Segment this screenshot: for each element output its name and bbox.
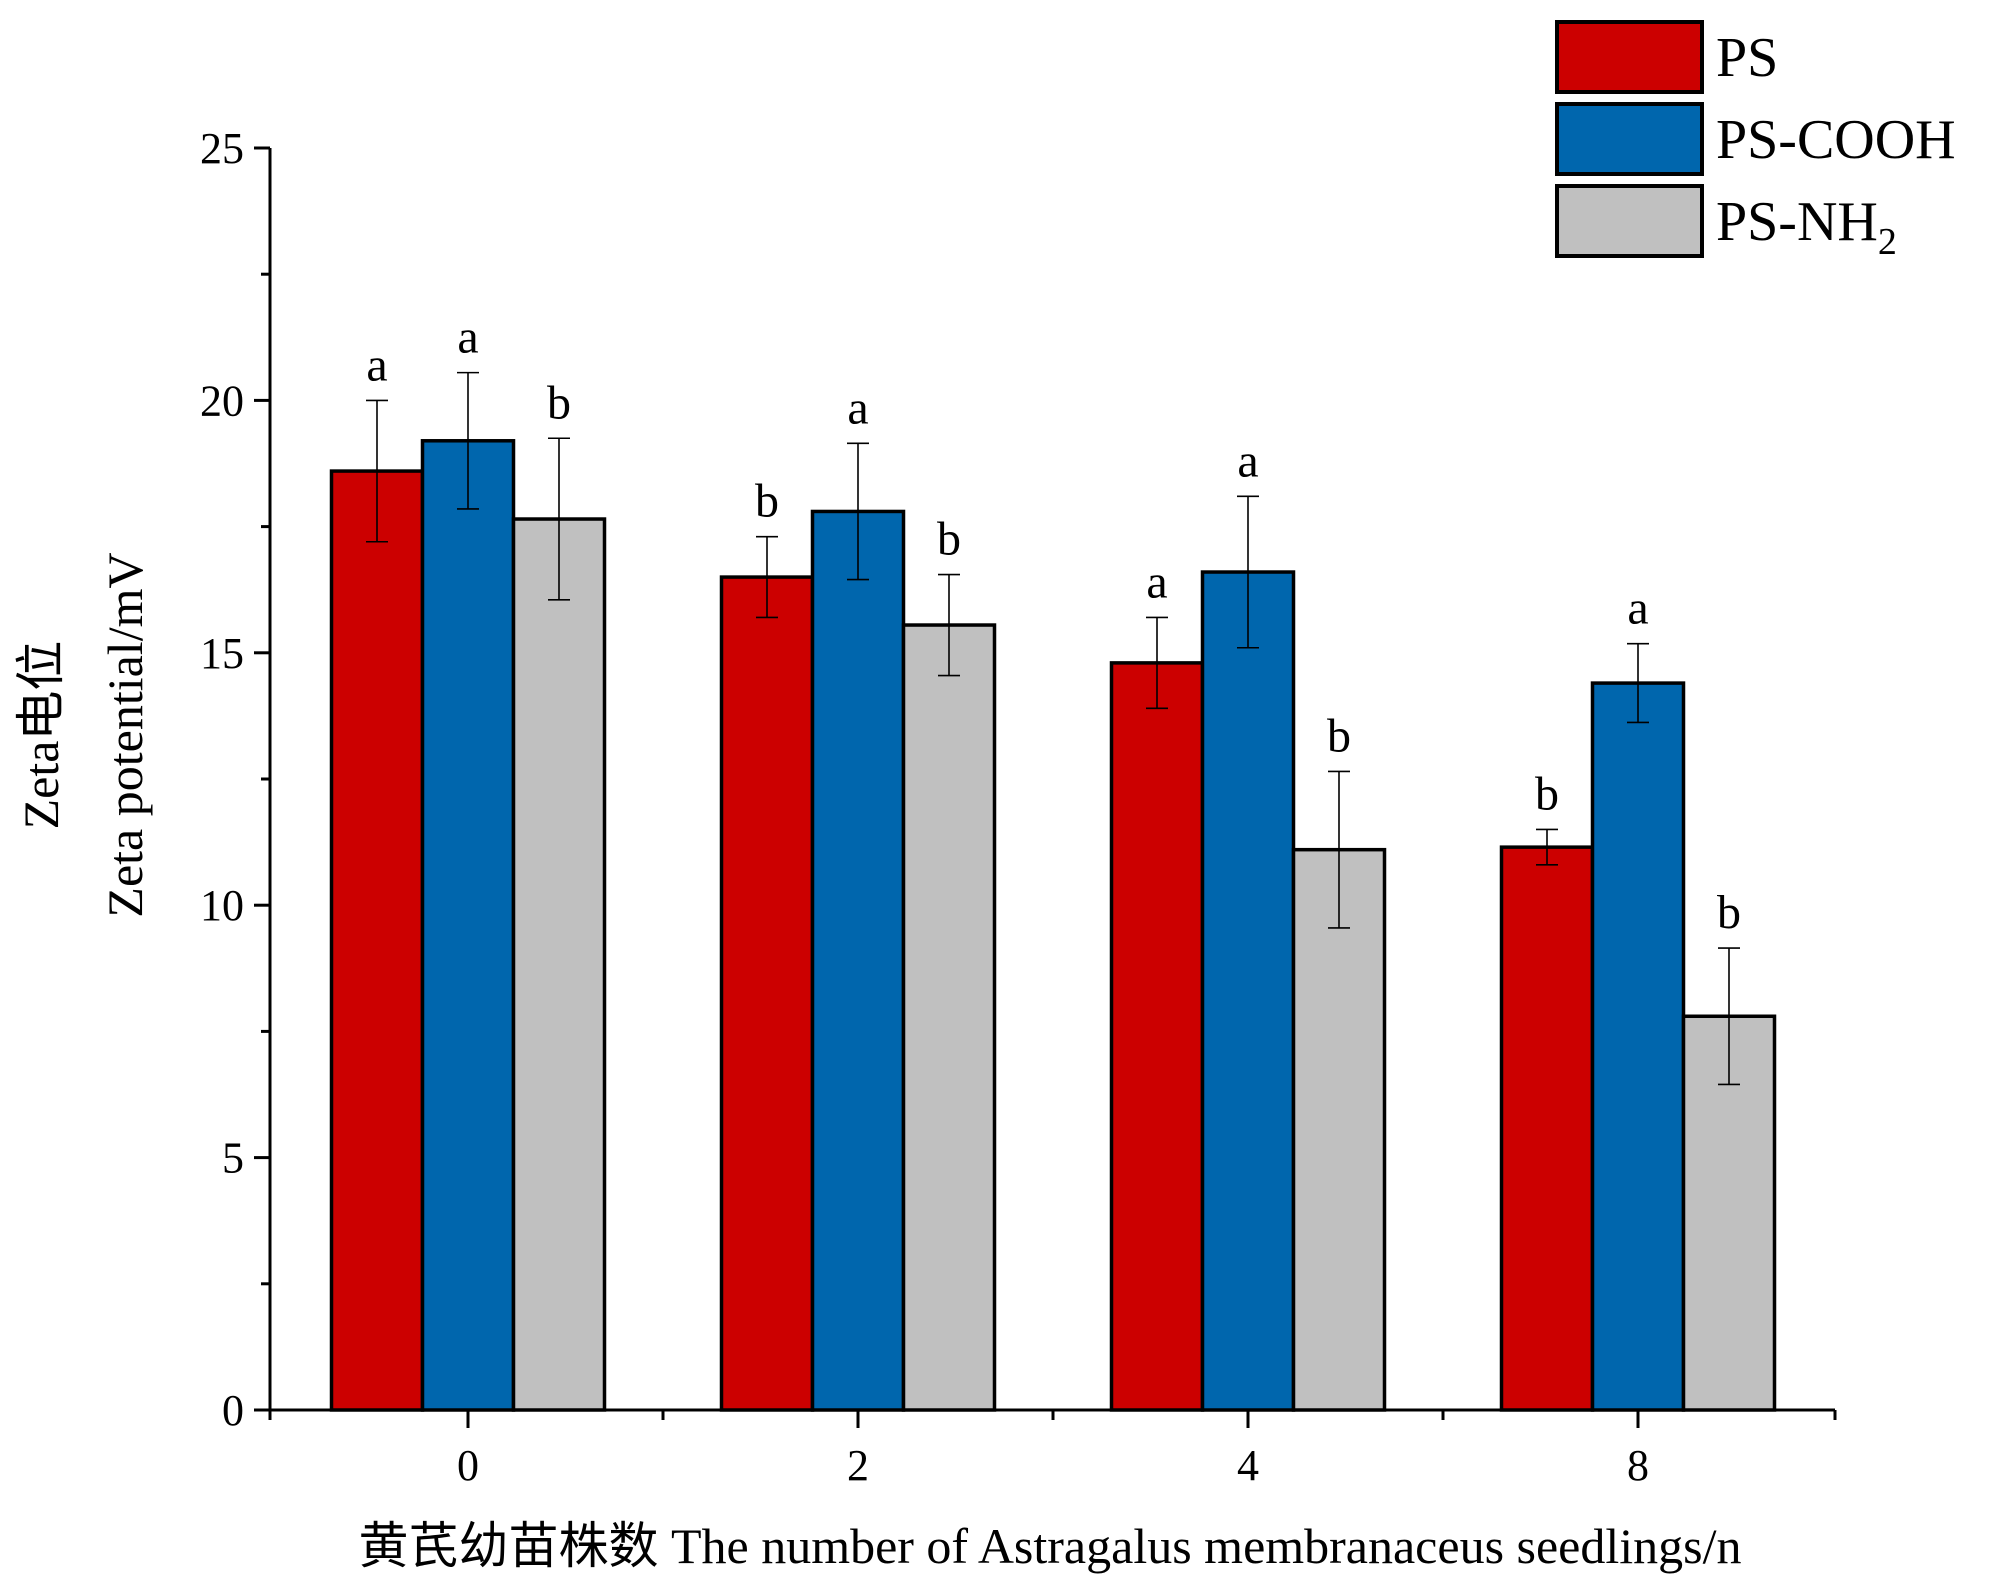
error-bars-layer — [366, 371, 1740, 1086]
bar-ps-nh-2 — [901, 623, 997, 1412]
x-ticks: 0 2 4 8 — [268, 1410, 1837, 1490]
significance-letters-layer: a b a b a a a a b b b b — [366, 311, 1741, 939]
error-bar — [1328, 770, 1350, 929]
bar-ps-cooh-2 — [810, 509, 906, 1412]
significance-letter: a — [1146, 555, 1167, 608]
error-bar — [1718, 947, 1740, 1086]
bars-layer — [329, 439, 1777, 1412]
significance-letter: b — [937, 513, 961, 566]
y-axis-title-cn: Zeta电位 — [13, 641, 69, 830]
y-tick-label: 10 — [200, 881, 244, 930]
x-tick-label: 8 — [1627, 1441, 1649, 1490]
significance-letter: b — [1535, 767, 1559, 820]
significance-letter: a — [1237, 434, 1258, 487]
y-tick-label: 15 — [200, 629, 244, 678]
legend-item: PS-COOH — [1555, 102, 1956, 176]
legend-swatch — [1555, 102, 1704, 176]
significance-letter: a — [457, 311, 478, 364]
bar-ps-cooh-0 — [420, 439, 516, 1412]
significance-letter: a — [366, 338, 387, 391]
x-axis-title: 黄芪幼苗株数 The number of Astragalus membrana… — [358, 1518, 1741, 1574]
bar-ps-cooh-8 — [1590, 681, 1686, 1412]
significance-letter: a — [847, 381, 868, 434]
error-bar — [1627, 642, 1649, 724]
error-bar — [1146, 616, 1168, 710]
legend-swatch — [1555, 20, 1704, 94]
bar-ps-8 — [1499, 845, 1595, 1412]
y-tick-label: 20 — [200, 376, 244, 425]
significance-letter: b — [1717, 886, 1741, 939]
y-tick-label: 0 — [222, 1386, 244, 1435]
significance-letter: b — [1327, 709, 1351, 762]
x-tick-label: 2 — [847, 1441, 869, 1490]
error-bar — [847, 442, 869, 581]
legend-item: PS-NH2 — [1555, 184, 1897, 263]
x-tick-label: 0 — [457, 1441, 479, 1490]
bar-ps-cooh-4 — [1200, 570, 1296, 1412]
y-axis-title-en: Zeta potential/mV — [97, 552, 153, 917]
legend-item: PS — [1555, 20, 1778, 94]
error-bar — [1536, 828, 1558, 866]
y-tick-label: 5 — [222, 1134, 244, 1183]
bar-ps-2 — [719, 575, 815, 1412]
error-bar — [548, 437, 570, 601]
legend-label: PS — [1716, 27, 1778, 89]
error-bar — [756, 535, 778, 619]
legend: PS PS-COOH PS-NH2 — [1555, 20, 1956, 263]
legend-label: PS-NH2 — [1716, 191, 1897, 263]
bar-ps-0 — [329, 469, 425, 1412]
legend-swatch — [1555, 184, 1704, 258]
error-bar — [366, 399, 388, 543]
bar-ps-nh-4 — [1291, 847, 1387, 1412]
significance-letter: a — [1627, 582, 1648, 635]
y-tick-label: 25 — [200, 124, 244, 173]
error-bar — [457, 371, 479, 510]
legend-label: PS-COOH — [1716, 109, 1956, 171]
significance-letter: b — [547, 376, 571, 429]
bar-ps-4 — [1109, 661, 1205, 1412]
y-ticks: 0 5 10 15 20 25 — [200, 124, 270, 1435]
bar-ps-nh-0 — [511, 517, 607, 1412]
error-bar — [938, 573, 960, 677]
significance-letter: b — [755, 475, 779, 528]
x-tick-label: 4 — [1237, 1441, 1259, 1490]
error-bar — [1237, 495, 1259, 649]
